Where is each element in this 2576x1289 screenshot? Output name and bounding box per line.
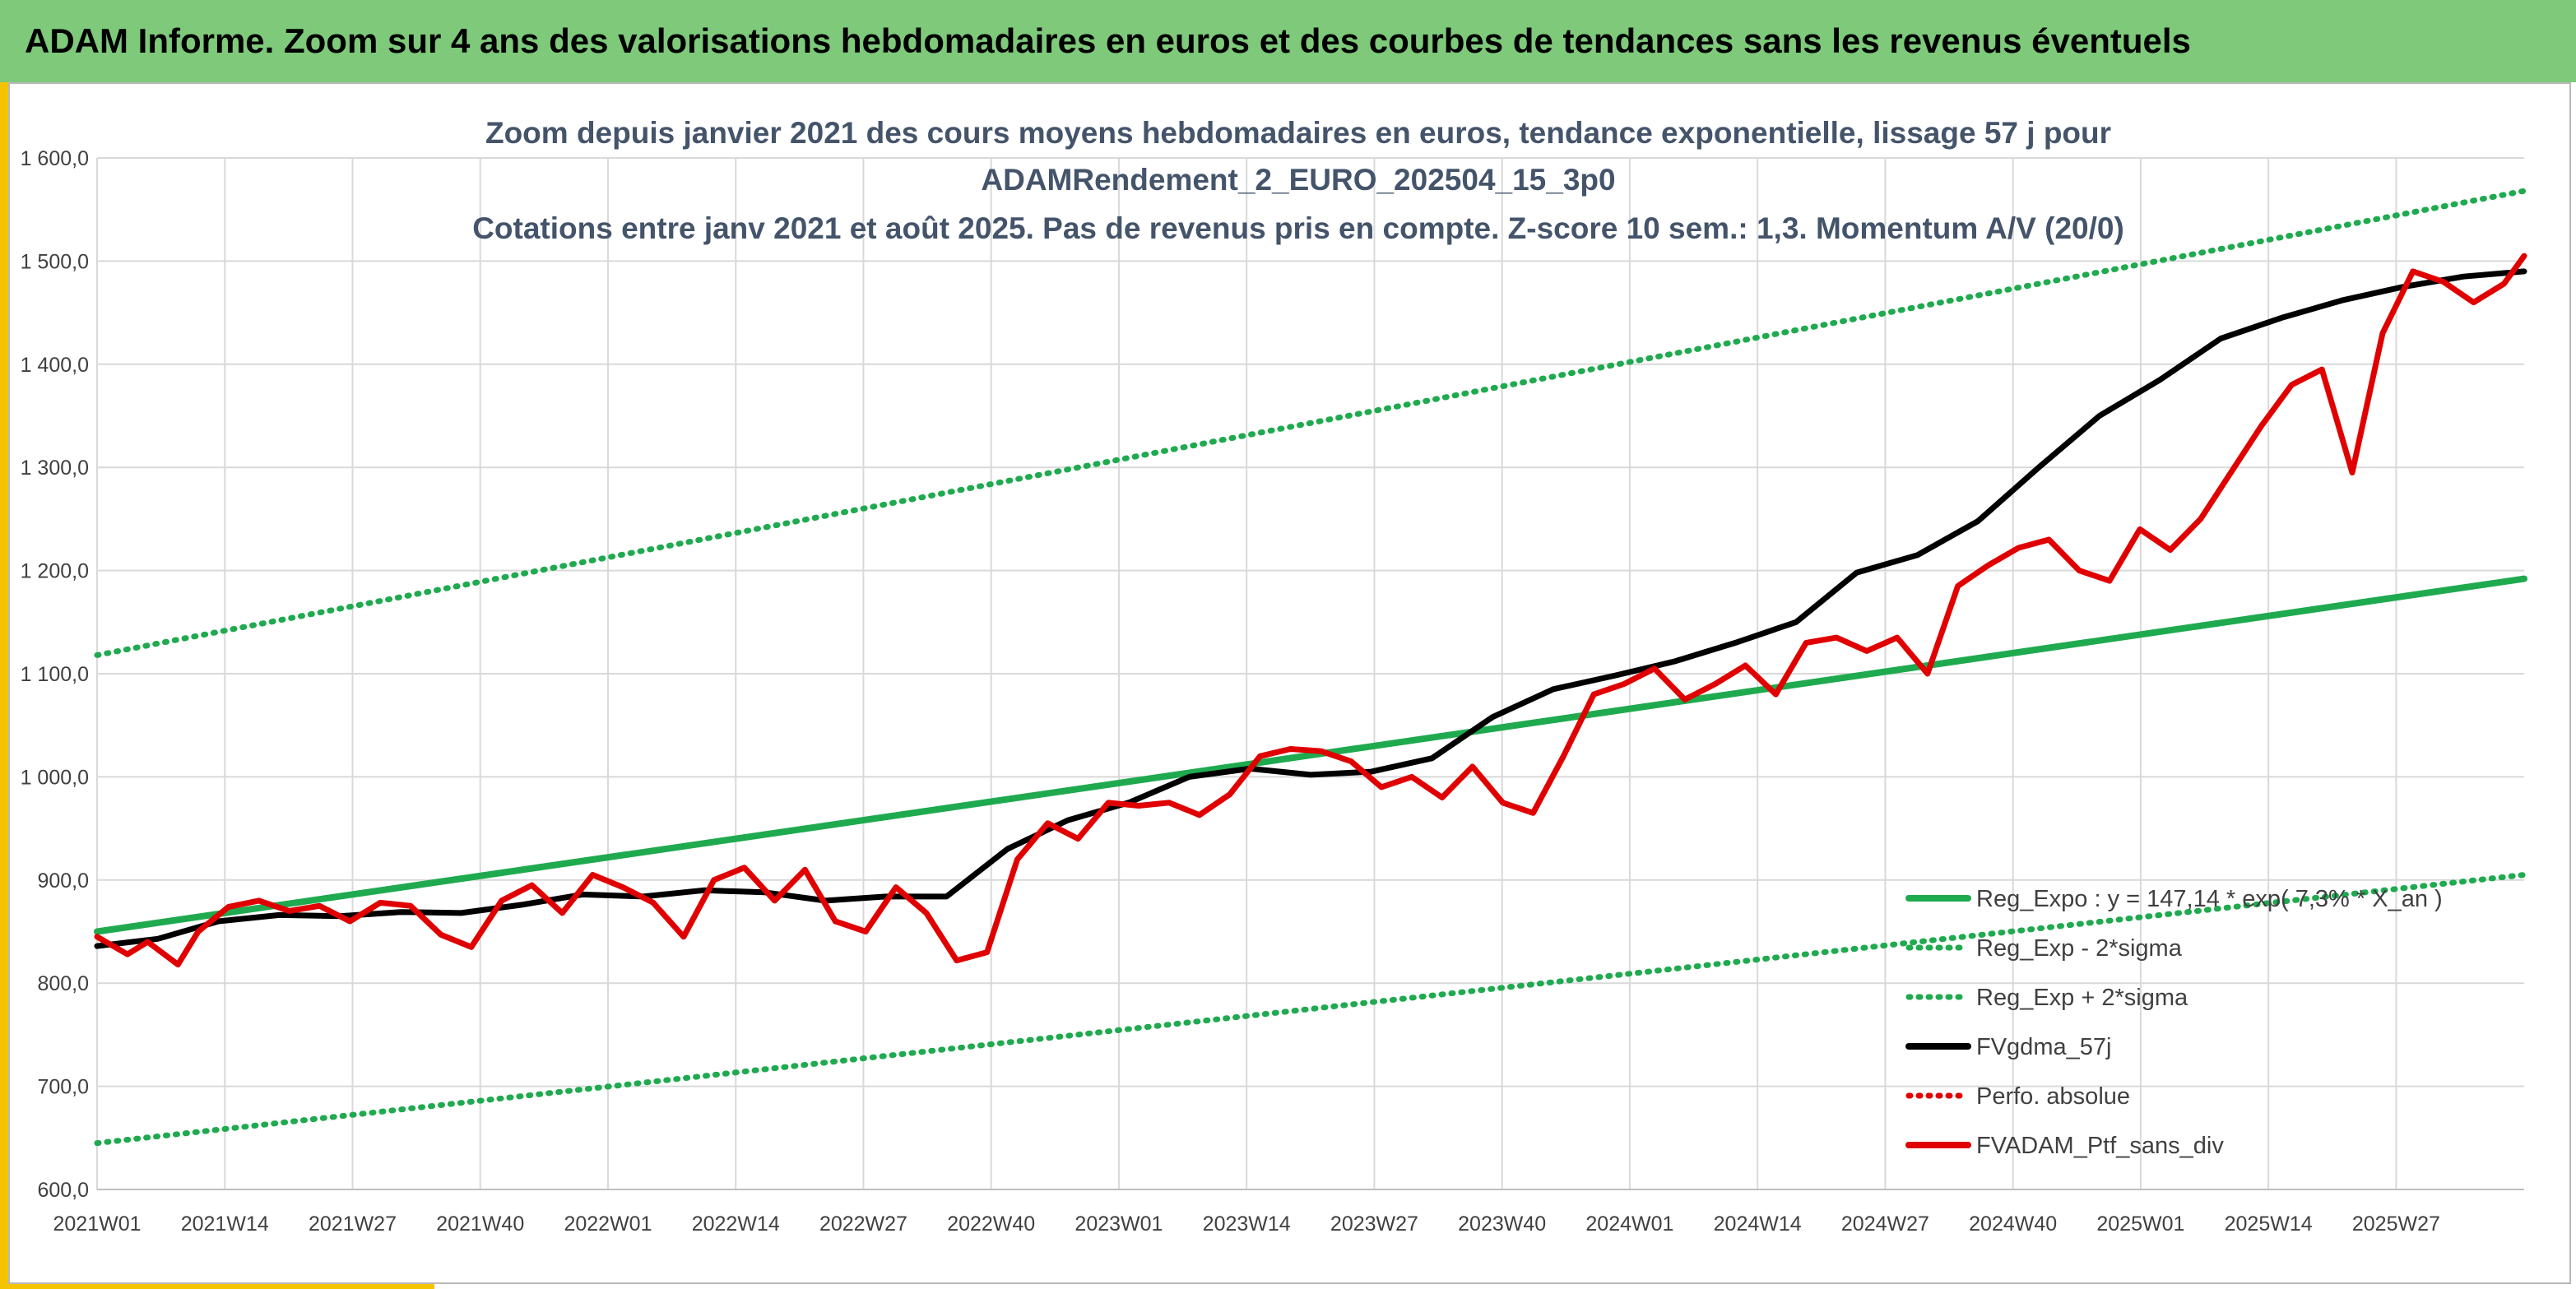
legend-label: FVgdma_57j (1976, 1034, 2111, 1060)
x-tick-label: 2024W40 (1969, 1212, 2057, 1236)
series-reg-exp-2-sigma-line (94, 188, 2527, 658)
x-tick-label: 2022W40 (947, 1212, 1035, 1236)
y-tick-label: 800,0 (37, 972, 89, 995)
legend-label: Reg_Exp + 2*sigma (1976, 985, 2188, 1011)
legend-label: Reg_Expo : y = 147,14 * exp( 7,3% * X_an… (1976, 886, 2443, 912)
series-fvgdma-57j-line (94, 268, 2527, 949)
series-lines (94, 188, 2527, 1147)
series-fvadam-ptf-sans-div-line (94, 253, 2527, 968)
y-tick-label: 1 000,0 (21, 766, 89, 789)
x-tick-label: 2022W14 (692, 1212, 780, 1236)
x-tick-label: 2023W40 (1458, 1212, 1546, 1236)
page-title: ADAM Informe. Zoom sur 4 ans des valoris… (25, 21, 2191, 60)
legend-label: Reg_Exp - 2*sigma (1976, 935, 2183, 962)
x-tick-label: 2023W27 (1330, 1212, 1418, 1236)
y-tick-label: 1 200,0 (21, 560, 89, 583)
x-tick-label: 2024W14 (1714, 1212, 1802, 1236)
series-reg-expo-y-147-14-exp-7-3-x-an-line (94, 575, 2527, 935)
y-tick-label: 600,0 (37, 1179, 89, 1202)
x-tick-label: 2024W27 (1841, 1212, 1929, 1236)
x-tick-label: 2021W01 (53, 1212, 141, 1236)
x-axis: 2021W01 2021W14 2021W27 2021W40 2022W01 2022W… (53, 1189, 2524, 1236)
y-tick-label: 1 600,0 (21, 147, 89, 170)
chart-frame (8, 82, 2571, 1284)
x-tick-label: 2025W27 (2352, 1212, 2440, 1236)
header-banner: ADAM Informe. Zoom sur 4 ans des valoris… (0, 0, 2576, 82)
y-tick-label: 900,0 (37, 869, 89, 893)
series-reg-exp-2-sigma-line (94, 872, 2527, 1147)
x-tick-label: 2025W14 (2225, 1212, 2313, 1236)
x-tick-label: 2021W40 (436, 1212, 524, 1236)
x-tick-label: 2023W14 (1203, 1212, 1291, 1236)
legend-label: Perfo. absolue (1976, 1083, 2130, 1110)
x-tick-label: 2023W01 (1074, 1212, 1163, 1236)
chart-title-line: ADAMRendement_2_EURO_202504_15_3p0 (981, 163, 1615, 197)
legend: Reg_Expo : y = 147,14 * exp( 7,3% * X_an… (1905, 886, 2443, 1159)
accent-bar-left (0, 82, 8, 1289)
chart-title-line: Zoom depuis janvier 2021 des cours moyen… (485, 116, 2111, 150)
y-tick-label: 1 100,0 (21, 663, 89, 686)
x-tick-label: 2021W14 (181, 1212, 269, 1236)
chart-title-line: Cotations entre janv 2021 et août 2025. … (472, 211, 2124, 245)
x-tick-label: 2022W27 (819, 1212, 907, 1236)
gridlines (96, 157, 2524, 1190)
y-axis: 600,0 700,0 800,0 900,0 1 000,0 1 100,0 1 200,… (21, 147, 89, 1202)
x-tick-label: 2025W01 (2096, 1212, 2184, 1236)
y-tick-label: 1 400,0 (21, 354, 89, 377)
x-tick-label: 2022W01 (564, 1212, 652, 1236)
x-tick-label: 2024W01 (1585, 1212, 1673, 1236)
y-tick-label: 700,0 (37, 1076, 89, 1099)
legend-label: FVADAM_Ptf_sans_div (1976, 1133, 2224, 1159)
chart-title: Zoom depuis janvier 2021 des cours moyen… (472, 116, 2124, 245)
y-tick-label: 1 300,0 (21, 457, 89, 480)
y-tick-label: 1 500,0 (21, 250, 89, 273)
x-tick-label: 2021W27 (309, 1212, 397, 1236)
